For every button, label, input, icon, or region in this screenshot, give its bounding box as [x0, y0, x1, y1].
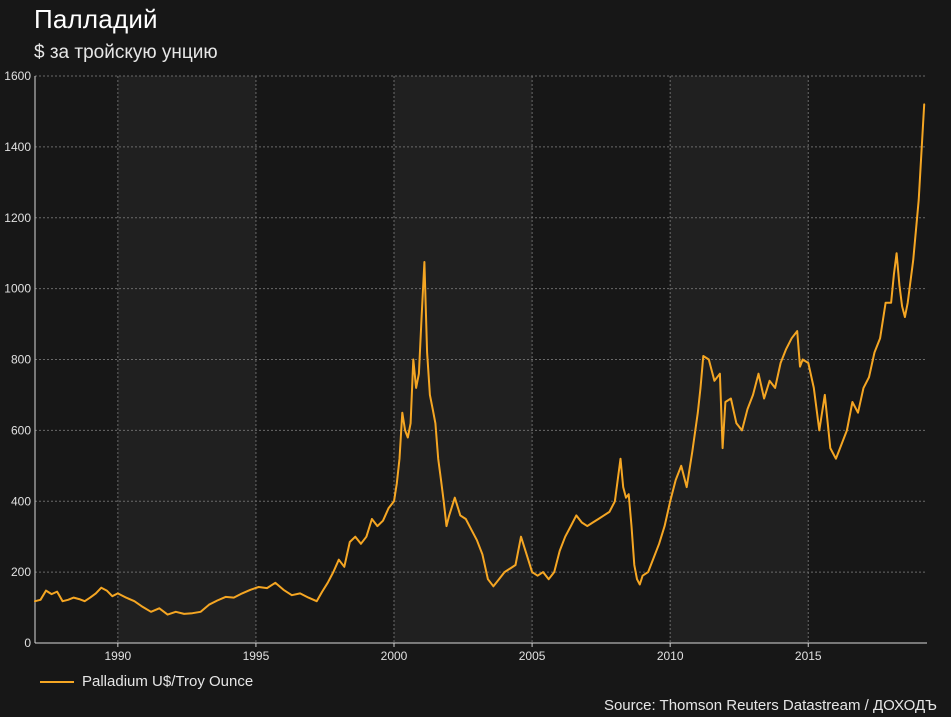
x-tick-label: 2000 — [381, 649, 408, 663]
chart-source-note: Source: Thomson Reuters Datastream / ДОХ… — [603, 697, 937, 714]
y-tick-label: 1200 — [4, 211, 31, 225]
chart-subtitle: $ за тройскую унцию — [34, 42, 218, 63]
chart-grid — [35, 75, 927, 643]
chart-legend: Palladium U$/Troy Ounce — [40, 673, 253, 690]
x-tick-label: 1990 — [104, 649, 131, 663]
y-tick-label: 600 — [11, 423, 31, 437]
y-tick-label: 0 — [24, 636, 31, 650]
x-tick-label: 2015 — [795, 649, 822, 663]
x-tick-label: 1995 — [243, 649, 270, 663]
y-tick-label: 800 — [11, 353, 31, 367]
y-tick-label: 1000 — [4, 282, 31, 296]
legend-label-palladium: Palladium U$/Troy Ounce — [82, 673, 254, 690]
x-tick-label: 2005 — [519, 649, 546, 663]
chart-series-lines — [34, 103, 926, 616]
y-tick-label: 400 — [11, 494, 31, 508]
y-tick-label: 1400 — [4, 140, 31, 154]
legend-swatch-palladium — [40, 680, 74, 683]
x-tick-label: 2010 — [657, 649, 684, 663]
series-line-palladium — [34, 103, 926, 616]
y-tick-label: 1600 — [4, 69, 31, 83]
chart-axes — [34, 76, 927, 647]
chart-title: Палладий — [34, 4, 158, 34]
chart-tick-labels: 0 200 400 600 800 1000 1200 1400 1600 1990 1995 200… — [4, 69, 822, 663]
y-tick-label: 200 — [11, 565, 31, 579]
